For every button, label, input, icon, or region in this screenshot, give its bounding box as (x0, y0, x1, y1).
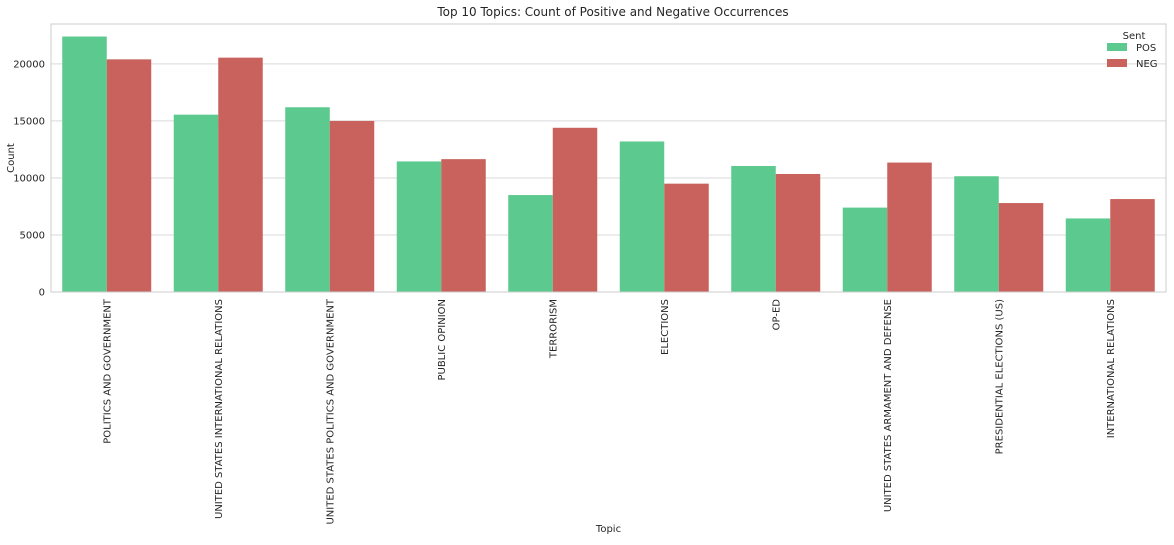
bar-pos (731, 165, 776, 292)
bar-neg (887, 162, 932, 292)
bar-neg (106, 59, 152, 292)
bar-neg (775, 173, 821, 292)
bar-pos (619, 141, 665, 292)
legend-label-neg: NEG (1136, 59, 1158, 70)
bar-neg (664, 183, 709, 292)
x-tick-label: UNITED STATES ARMAMENT AND DEFENSE (883, 299, 894, 512)
bar-neg (218, 57, 263, 293)
bar-pos (954, 176, 999, 292)
x-axis-title: Topic (595, 524, 621, 535)
y-tick-label: 5000 (20, 230, 45, 241)
legend-swatch-neg (1107, 59, 1127, 67)
bar-neg (552, 127, 598, 293)
chart-title: Top 10 Topics: Count of Positive and Neg… (436, 5, 788, 19)
bar-pos (508, 195, 553, 292)
x-tick-label: INTERNATIONAL RELATIONS (1106, 299, 1117, 438)
x-tick-label: UNITED STATES INTERNATIONAL RELATIONS (214, 299, 225, 519)
y-tick-label: 20000 (13, 59, 45, 70)
bar-pos (173, 114, 219, 293)
x-tick-label: PUBLIC OPINION (437, 299, 448, 381)
x-tick-label: ELECTIONS (660, 299, 671, 355)
x-tick-labels: POLITICS AND GOVERNMENT UNITED STATES INT… (102, 298, 1117, 524)
bar-neg (998, 203, 1044, 292)
bar-neg (329, 120, 375, 292)
bar-neg (1110, 199, 1155, 292)
legend-title: Sent (1123, 31, 1146, 42)
y-tick-label: 10000 (13, 173, 45, 184)
legend-swatch-pos (1107, 43, 1127, 51)
plot-frame (50, 23, 1167, 293)
legend-items: POS NEG (1107, 43, 1158, 70)
y-tick-label: 15000 (13, 116, 45, 127)
x-tick-label: POLITICS AND GOVERNMENT (102, 298, 113, 444)
bar-pos (1065, 218, 1111, 292)
x-tick-label: TERRORISM (548, 299, 559, 359)
y-tick-label: 0 (39, 288, 45, 299)
bar-pos (396, 161, 442, 292)
x-tick-label: OP-ED (771, 299, 782, 331)
bar-pos (285, 107, 330, 292)
legend: Sent POS NEG (1107, 31, 1158, 70)
bar-neg (441, 159, 486, 292)
x-tick-label: UNITED STATES POLITICS AND GOVERNMENT (325, 298, 336, 524)
x-tick-label: PRESIDENTIAL ELECTIONS (US) (994, 299, 1005, 454)
bars (62, 36, 1155, 293)
bar-pos (62, 36, 107, 293)
bar-pos (842, 207, 888, 292)
y-tick-labels: 0 5000 10000 15000 20000 (13, 59, 45, 298)
legend-label-pos: POS (1136, 43, 1156, 54)
y-axis-title: Count (6, 143, 17, 173)
